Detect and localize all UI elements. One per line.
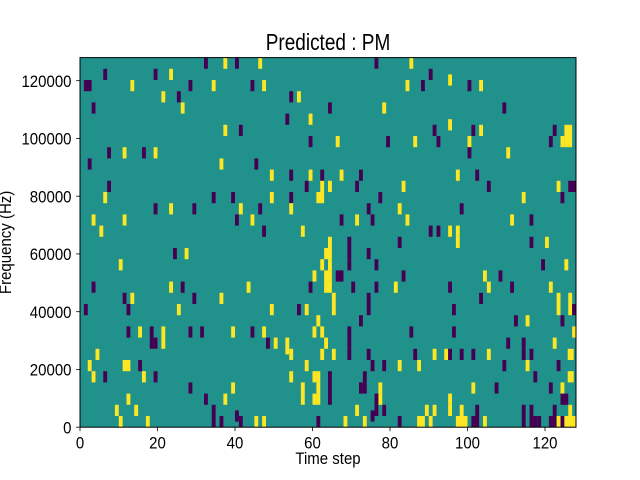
svg-text:120: 120: [532, 435, 557, 453]
svg-text:40000: 40000: [30, 304, 72, 322]
svg-text:0: 0: [63, 419, 71, 437]
svg-text:120000: 120000: [21, 73, 71, 91]
svg-text:Frequency (Hz): Frequency (Hz): [0, 191, 15, 294]
svg-text:100000: 100000: [21, 131, 71, 149]
svg-text:80: 80: [382, 435, 399, 453]
svg-text:Time step: Time step: [295, 450, 360, 468]
svg-text:Predicted : PM: Predicted : PM: [266, 30, 391, 55]
svg-text:20: 20: [149, 435, 166, 453]
svg-text:60: 60: [304, 435, 321, 453]
svg-text:100: 100: [455, 435, 480, 453]
svg-text:40: 40: [227, 435, 244, 453]
svg-text:60000: 60000: [30, 246, 72, 264]
svg-text:80000: 80000: [30, 188, 72, 206]
svg-text:20000: 20000: [30, 362, 72, 380]
svg-text:0: 0: [76, 435, 84, 453]
